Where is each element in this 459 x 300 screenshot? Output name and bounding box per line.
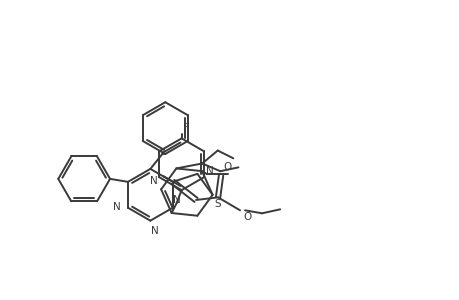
Text: N: N (206, 166, 213, 176)
Text: F: F (182, 123, 188, 134)
Text: O: O (242, 212, 251, 222)
Text: N: N (150, 176, 158, 186)
Text: N: N (151, 226, 159, 236)
Text: O: O (223, 162, 231, 172)
Text: S: S (214, 199, 221, 209)
Text: N: N (113, 202, 121, 212)
Text: N: N (173, 195, 180, 205)
